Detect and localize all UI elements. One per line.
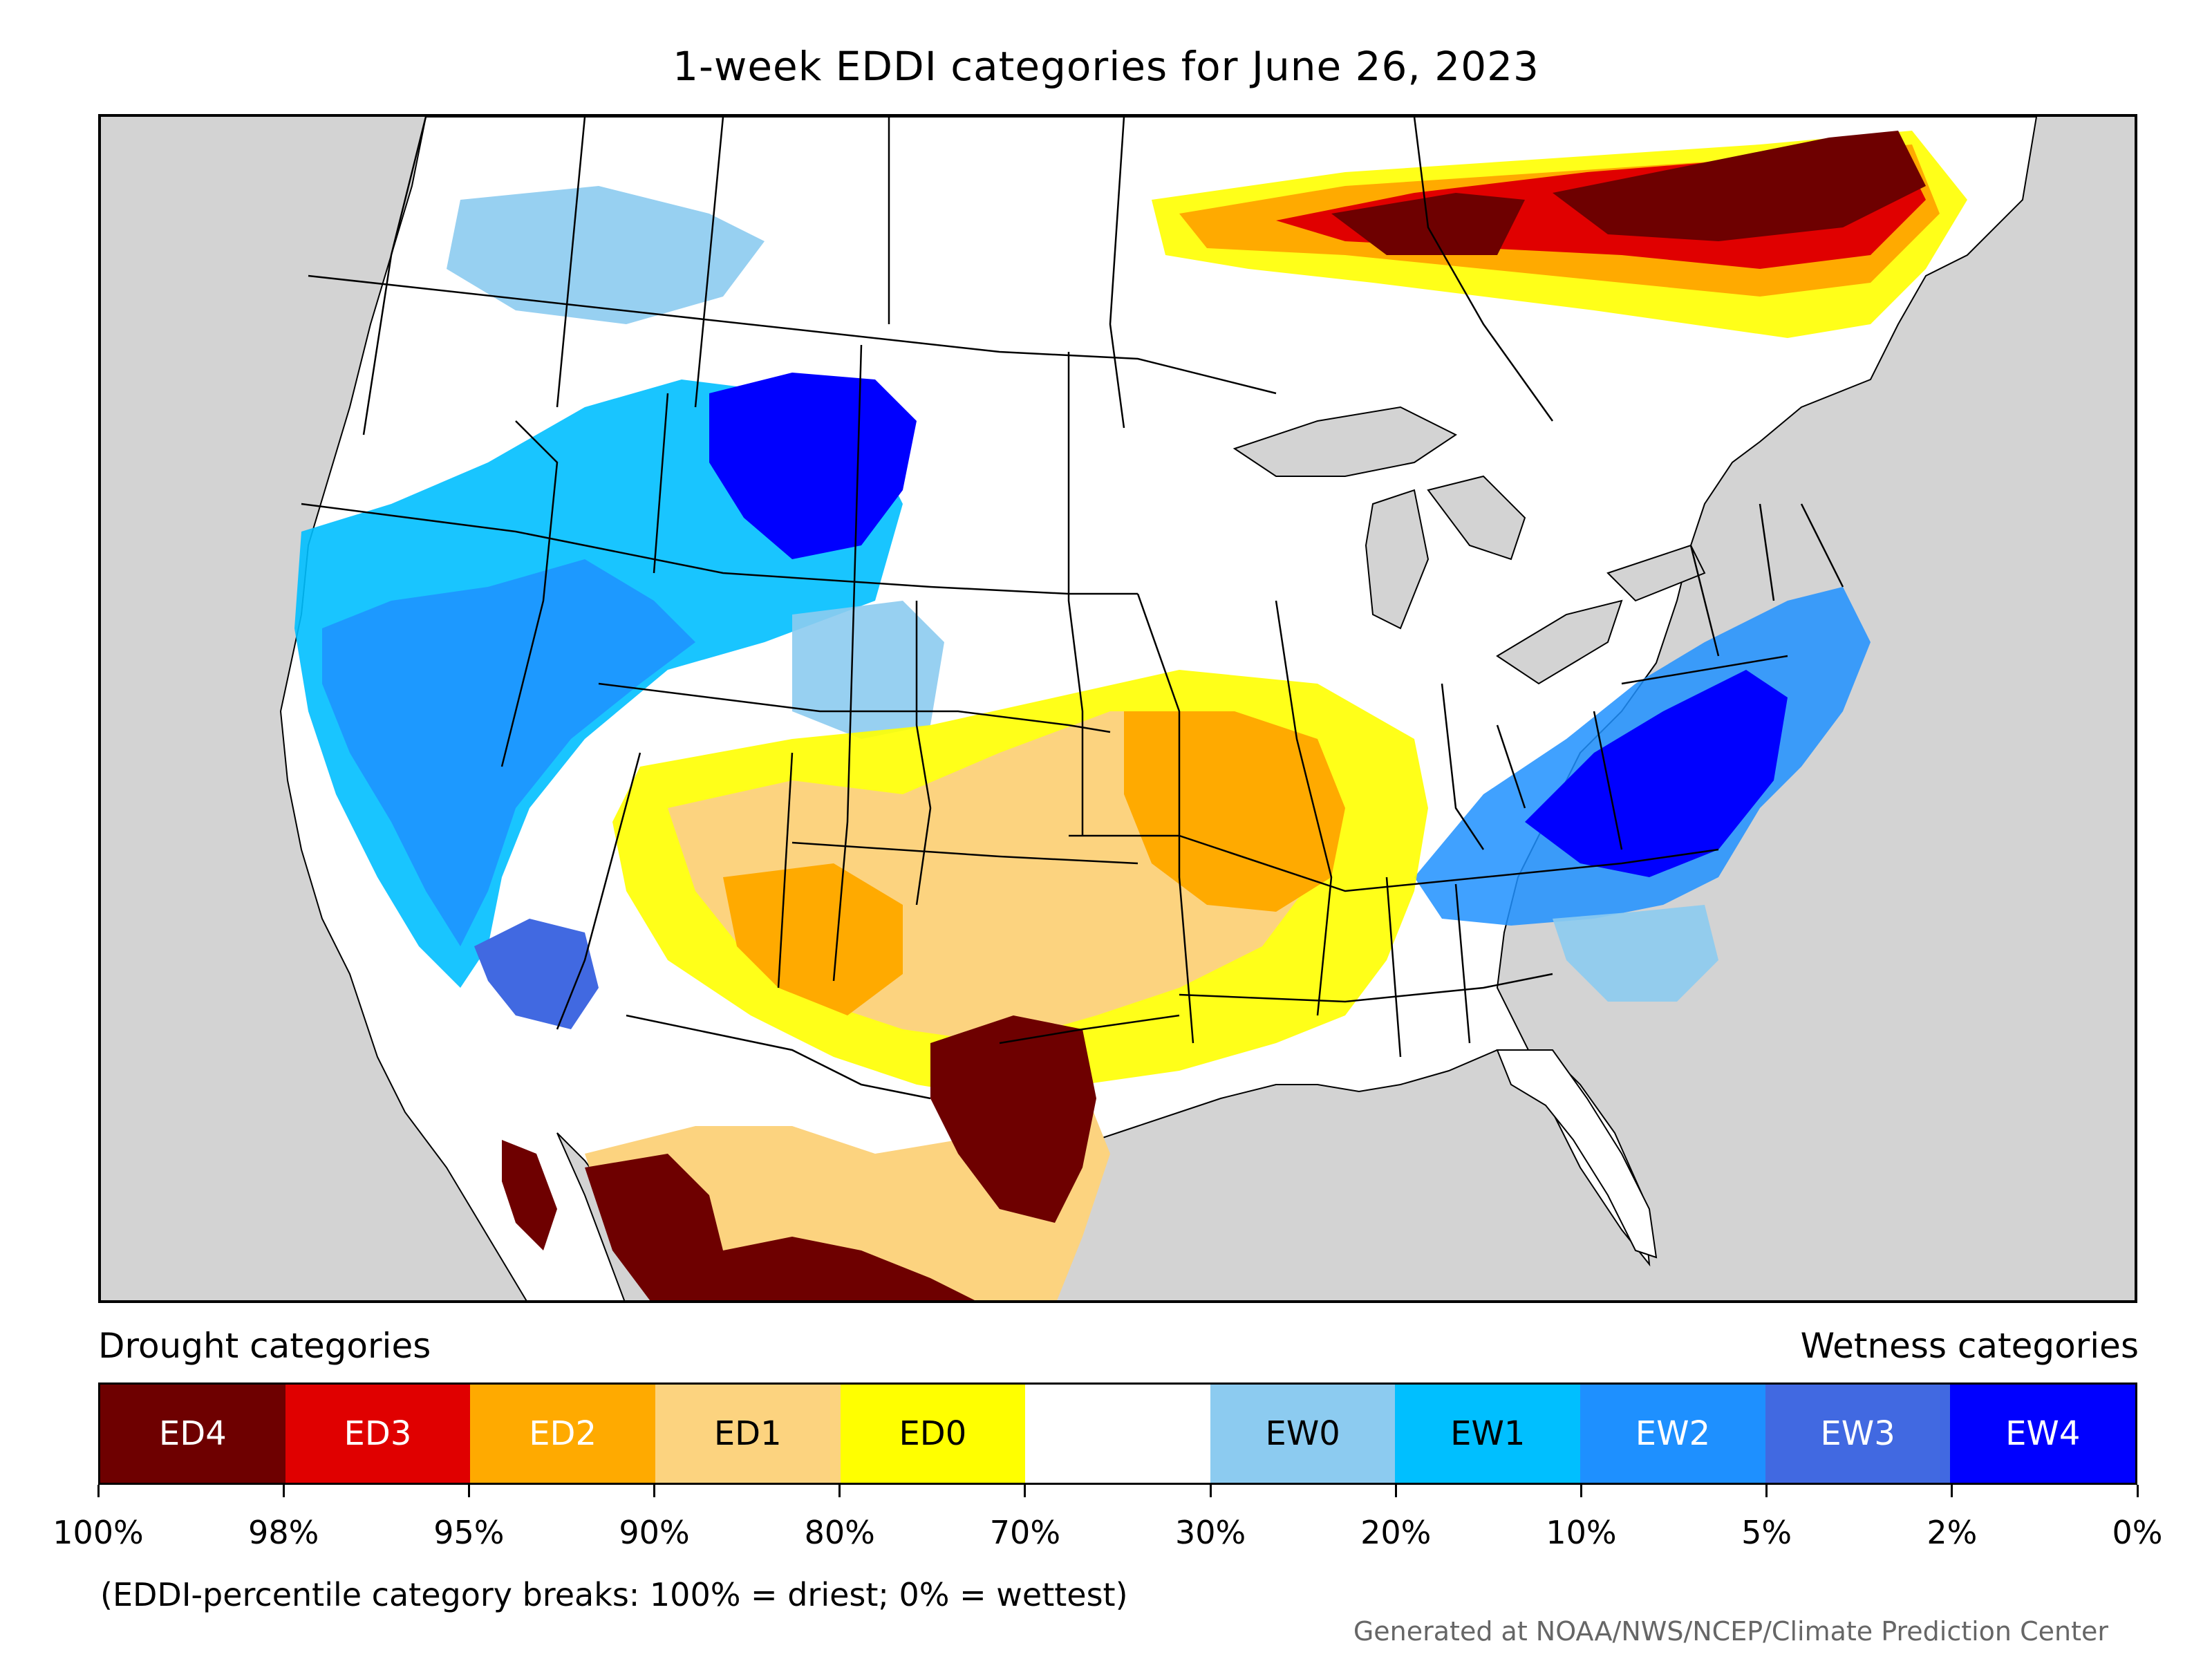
tick-mark — [97, 1485, 100, 1497]
colorbar-cell-neutral — [1025, 1385, 1210, 1483]
tick-label: 5% — [1741, 1514, 1792, 1551]
wet-region-ew0-carolina — [1553, 905, 1718, 1002]
wet-region-ew4-montana — [709, 373, 917, 559]
tick-mark — [1580, 1485, 1582, 1497]
tick-label: 30% — [1174, 1514, 1246, 1551]
tick-label: 20% — [1360, 1514, 1432, 1551]
tick-mark — [2136, 1485, 2139, 1497]
tick-label: 100% — [53, 1514, 144, 1551]
tick-mark — [1394, 1485, 1397, 1497]
great-lakes — [1232, 406, 1706, 685]
tick-mark — [653, 1485, 656, 1497]
colorbar-cell-ew0: EW0 — [1210, 1385, 1396, 1483]
colorbar-cell-ew4: EW4 — [1950, 1385, 2136, 1483]
tick-label: 0% — [2112, 1514, 2163, 1551]
tick-mark — [1209, 1485, 1212, 1497]
tick-label: 98% — [248, 1514, 319, 1551]
colorbar-cell-ed4: ED4 — [100, 1385, 285, 1483]
credit-line: Generated at NOAA/NWS/NCEP/Climate Predi… — [1353, 1616, 2108, 1647]
drought-categories-label: Drought categories — [98, 1326, 431, 1366]
colorbar-cell-ew2: EW2 — [1580, 1385, 1765, 1483]
eddi-map — [98, 114, 2137, 1303]
tick-mark — [282, 1485, 285, 1497]
tick-label: 95% — [433, 1514, 505, 1551]
drought-region-ed4-quebec — [1331, 131, 1926, 255]
category-breaks-note: (EDDI-percentile category breaks: 100% =… — [100, 1576, 1128, 1613]
drought-region-ed4-texas — [930, 1015, 1096, 1223]
drought-region-ed4-mexico — [585, 1154, 975, 1300]
colorbar-ticks — [97, 1485, 2139, 1499]
colorbar-cell-ed0: ED0 — [840, 1385, 1026, 1483]
wet-region-ew4-east — [1525, 670, 1788, 877]
tick-mark — [838, 1485, 841, 1497]
map-title: 1-week EDDI categories for June 26, 2023 — [673, 43, 1539, 90]
drought-region-ed4-baja — [502, 1140, 557, 1250]
tick-mark — [1765, 1485, 1768, 1497]
colorbar-cell-ed2: ED2 — [470, 1385, 655, 1483]
wet-region-ew0-north — [447, 186, 765, 324]
category-colorbar: ED4 ED3 ED2 ED1 ED0 EW0 EW1 EW2 EW3 EW4 — [98, 1382, 2137, 1485]
colorbar-cell-ew3: EW3 — [1765, 1385, 1951, 1483]
tick-mark — [1951, 1485, 1953, 1497]
colorbar-cell-ed3: ED3 — [285, 1385, 471, 1483]
tick-mark — [1024, 1485, 1027, 1497]
tick-label: 90% — [619, 1514, 690, 1551]
florida-peninsula — [1496, 1049, 1658, 1259]
tick-mark — [467, 1485, 470, 1497]
tick-label: 80% — [804, 1514, 875, 1551]
map-canvas — [279, 117, 2038, 1300]
tick-label: 70% — [989, 1514, 1061, 1551]
colorbar-cell-ew1: EW1 — [1395, 1385, 1581, 1483]
wet-region-ew2-west — [322, 559, 695, 946]
political-boundaries — [301, 117, 1844, 1100]
wetness-categories-label: Wetness categories — [1800, 1326, 2139, 1366]
tick-label: 10% — [1546, 1514, 1617, 1551]
tick-label: 2% — [1927, 1514, 1978, 1551]
colorbar-cell-ed1: ED1 — [655, 1385, 841, 1483]
drought-region-ed2-southwest — [723, 863, 903, 1015]
wet-region-ew1-colorado — [792, 601, 944, 739]
